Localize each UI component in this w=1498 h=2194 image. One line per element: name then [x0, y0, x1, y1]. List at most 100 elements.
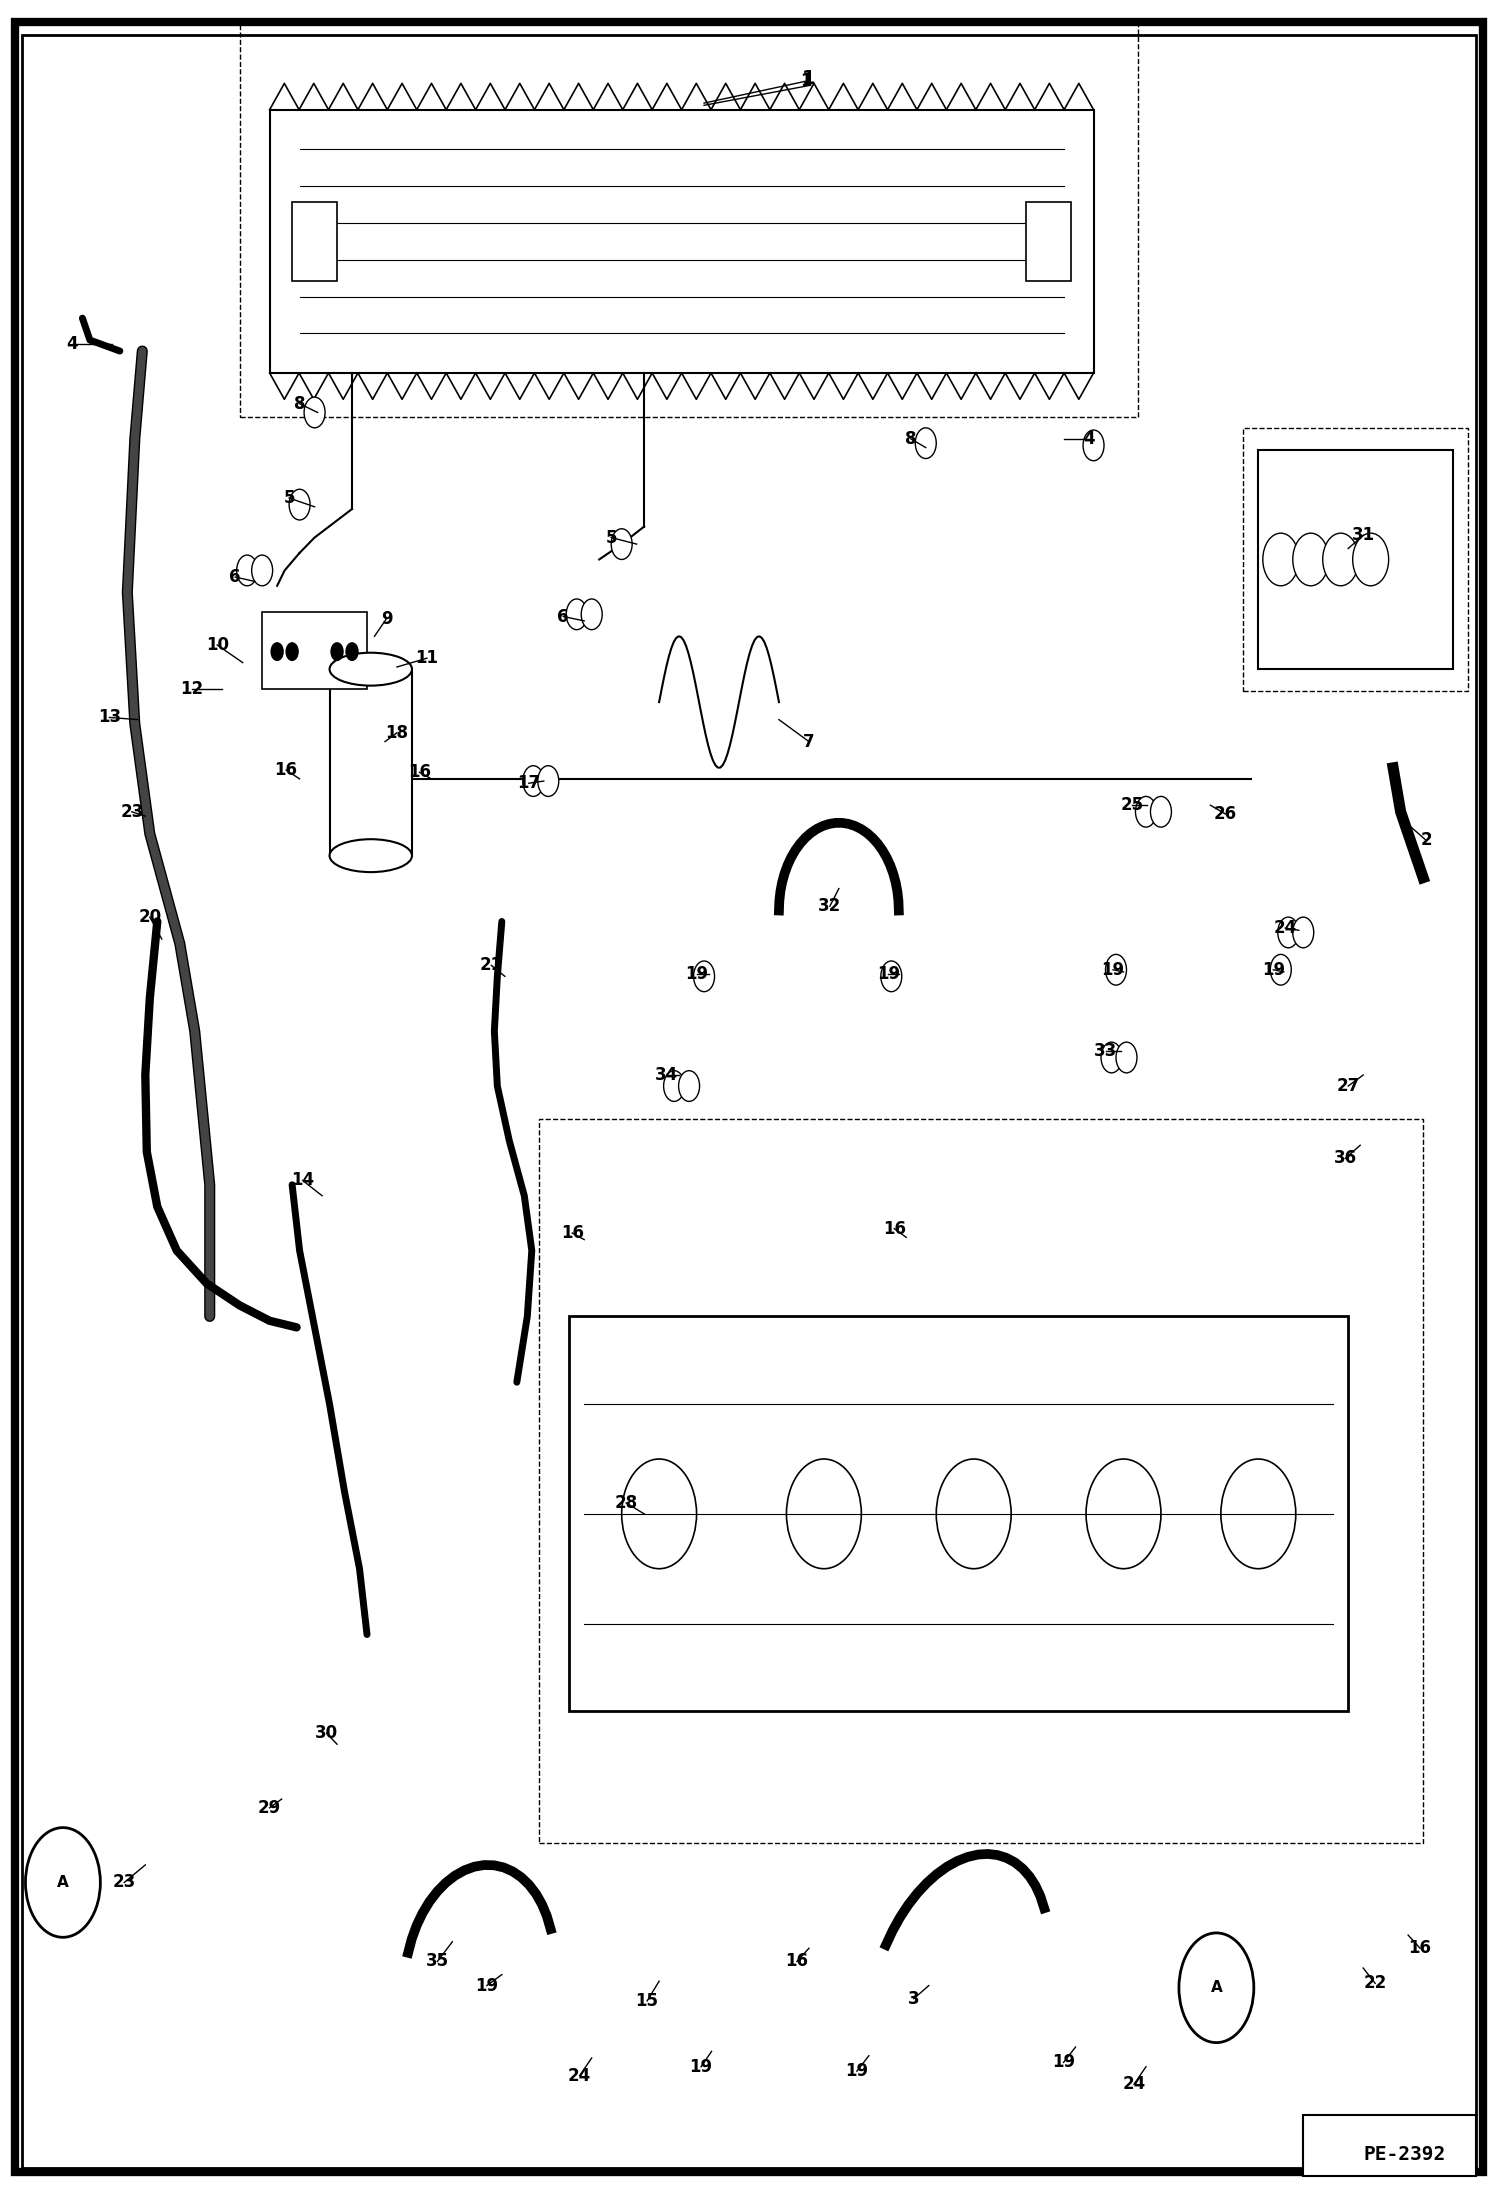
Text: 16: 16 [1408, 1939, 1432, 1957]
Circle shape [237, 555, 258, 586]
Circle shape [1086, 1459, 1161, 1569]
Circle shape [25, 1828, 100, 1937]
Text: 36: 36 [1333, 1150, 1357, 1167]
Bar [539, 1119, 1423, 1843]
Bar [240, 22, 1138, 417]
Text: 4: 4 [1083, 430, 1095, 448]
Circle shape [936, 1459, 1011, 1569]
Circle shape [1116, 1042, 1137, 1073]
Text: 10: 10 [205, 636, 229, 654]
Bar [1243, 428, 1468, 691]
Circle shape [786, 1459, 861, 1569]
Text: 16: 16 [882, 1220, 906, 1237]
Circle shape [915, 428, 936, 459]
Text: 21: 21 [479, 957, 503, 974]
Text: 3: 3 [908, 1990, 920, 2008]
Text: 7: 7 [803, 733, 815, 750]
Text: 24: 24 [1122, 2076, 1146, 2093]
Circle shape [1293, 533, 1329, 586]
Text: 25: 25 [1121, 796, 1144, 814]
Circle shape [566, 599, 587, 630]
Text: 16: 16 [785, 1953, 809, 1970]
Circle shape [538, 766, 559, 796]
Circle shape [611, 529, 632, 559]
Circle shape [664, 1071, 685, 1101]
Text: 19: 19 [685, 965, 709, 983]
Text: 17: 17 [517, 774, 541, 792]
Text: 26: 26 [1213, 805, 1237, 823]
Circle shape [289, 489, 310, 520]
Circle shape [1221, 1459, 1296, 1569]
Circle shape [1278, 917, 1299, 948]
Text: 24: 24 [1273, 919, 1297, 937]
Text: 33: 33 [1094, 1042, 1118, 1060]
Circle shape [679, 1071, 700, 1101]
Circle shape [881, 961, 902, 992]
Circle shape [271, 643, 283, 660]
Text: 35: 35 [425, 1953, 449, 1970]
Circle shape [331, 643, 343, 660]
Text: 15: 15 [635, 1992, 659, 2010]
Text: 30: 30 [315, 1724, 339, 1742]
Text: 23: 23 [112, 1874, 136, 1891]
Text: A: A [1210, 1981, 1222, 1994]
Circle shape [581, 599, 602, 630]
Circle shape [252, 555, 273, 586]
Text: 1: 1 [800, 72, 812, 90]
Text: 16: 16 [407, 764, 431, 781]
Circle shape [286, 643, 298, 660]
Bar [1258, 450, 1453, 669]
Ellipse shape [330, 840, 412, 871]
Text: 16: 16 [560, 1224, 584, 1242]
Text: 29: 29 [258, 1799, 282, 1817]
Circle shape [304, 397, 325, 428]
Text: PE-2392: PE-2392 [1365, 2146, 1446, 2163]
Bar [1303, 2115, 1476, 2176]
Text: 19: 19 [1261, 961, 1285, 979]
Text: 19: 19 [1052, 2054, 1076, 2071]
Text: 34: 34 [655, 1066, 679, 1084]
Text: 19: 19 [475, 1977, 499, 1994]
Text: 9: 9 [380, 610, 392, 627]
Text: 8: 8 [294, 395, 306, 412]
Text: 19: 19 [876, 965, 900, 983]
Text: 23: 23 [120, 803, 144, 821]
Bar [330, 669, 412, 856]
Text: 28: 28 [614, 1494, 638, 1512]
Text: 5: 5 [605, 529, 617, 546]
Circle shape [1083, 430, 1104, 461]
Circle shape [694, 961, 715, 992]
Text: A: A [57, 1876, 69, 1889]
Text: 27: 27 [1336, 1077, 1360, 1095]
Circle shape [1106, 954, 1126, 985]
Circle shape [1323, 533, 1359, 586]
Text: 8: 8 [905, 430, 917, 448]
Text: 14: 14 [291, 1172, 315, 1189]
Bar [262, 612, 367, 689]
Text: 6: 6 [229, 568, 241, 586]
Text: 4: 4 [66, 336, 78, 353]
Text: 5: 5 [283, 489, 295, 507]
Text: 20: 20 [138, 908, 162, 926]
Circle shape [1263, 533, 1299, 586]
Bar [292, 202, 337, 281]
Circle shape [1150, 796, 1171, 827]
Text: 19: 19 [1101, 961, 1125, 979]
Text: 11: 11 [415, 649, 439, 667]
Circle shape [1293, 917, 1314, 948]
Text: 19: 19 [845, 2062, 869, 2080]
Text: 22: 22 [1363, 1975, 1387, 1992]
Circle shape [1270, 954, 1291, 985]
Bar [270, 110, 1094, 373]
Bar [1026, 202, 1071, 281]
Circle shape [523, 766, 544, 796]
Text: 18: 18 [385, 724, 409, 742]
Bar [569, 1316, 1348, 1711]
Text: 1: 1 [801, 70, 816, 88]
Ellipse shape [330, 654, 412, 685]
Text: 19: 19 [689, 2058, 713, 2076]
Circle shape [1135, 796, 1156, 827]
Text: 32: 32 [818, 897, 842, 915]
Circle shape [622, 1459, 697, 1569]
Text: 13: 13 [97, 709, 121, 726]
